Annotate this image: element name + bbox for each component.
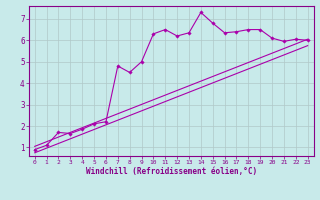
X-axis label: Windchill (Refroidissement éolien,°C): Windchill (Refroidissement éolien,°C) — [86, 167, 257, 176]
